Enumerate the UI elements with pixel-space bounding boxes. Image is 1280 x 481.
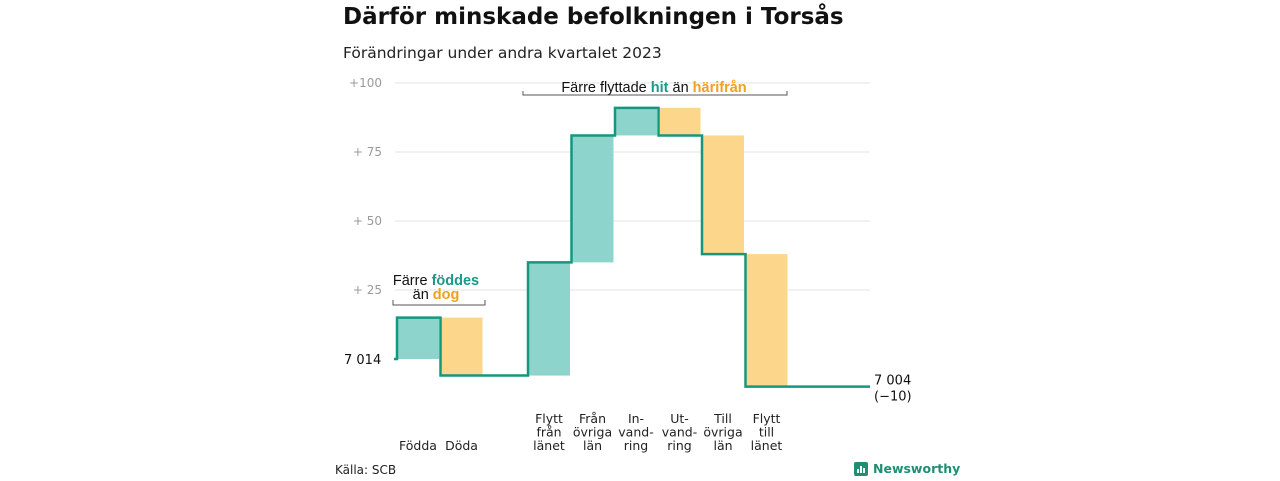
category-label: Ut-	[670, 411, 689, 426]
annotation-bracket-migration	[522, 91, 788, 96]
category-label: län	[583, 438, 602, 453]
page-subtitle: Förändringar under andra kvartalet 2023	[343, 44, 662, 62]
y-tick-label: + 25	[353, 283, 382, 297]
category-label: övriga	[703, 425, 742, 440]
brand-name: Newsworthy	[873, 461, 961, 476]
category-label: Flytt	[535, 411, 563, 426]
annotation-births-deaths-line2: än dog	[413, 287, 460, 303]
category-label: Födda	[399, 438, 437, 453]
category-label: ring	[667, 438, 691, 453]
bar-flyttfrånlänet	[528, 262, 570, 376]
category-label: länet	[533, 438, 565, 453]
bar-flytttilllänet	[745, 254, 788, 387]
category-label: Döda	[445, 438, 478, 453]
bar-tillövrigalän	[702, 135, 744, 255]
annotation-migration: Färre flyttade hit än härifrån	[561, 80, 746, 96]
newsworthy-logo-icon	[854, 461, 868, 476]
bar-döda	[440, 317, 483, 376]
page-title: Därför minskade befolkningen i Torsås	[343, 4, 844, 30]
category-label: Till	[713, 411, 732, 426]
brand-logo: Newsworthy	[854, 461, 960, 476]
category-label: Från	[579, 411, 606, 426]
category-label: Flytt	[753, 411, 781, 426]
bar-frånövrigalän	[571, 135, 614, 263]
annotation-bracket-births	[392, 300, 486, 306]
y-tick-label: + 75	[353, 145, 382, 159]
category-label: ring	[624, 438, 648, 453]
category-label: länet	[751, 438, 783, 453]
annotation-births-deaths-line1: Färre föddes	[393, 273, 479, 289]
y-tick-label: + 50	[353, 214, 382, 228]
category-label: till	[759, 425, 774, 440]
bar-invandring	[615, 107, 657, 136]
end-value-label: 7 004	[874, 374, 911, 389]
start-value-label: 7 014	[344, 353, 381, 368]
category-label: vand-	[618, 425, 653, 440]
bar-födda	[397, 317, 439, 359]
bar-utvandring	[658, 107, 701, 136]
category-label: övriga	[573, 425, 612, 440]
category-label: In-	[628, 411, 644, 426]
end-change-label: (−10)	[874, 390, 912, 405]
source-note: Källa: SCB	[335, 463, 397, 477]
y-tick-label: +100	[349, 76, 382, 90]
category-label: från	[536, 425, 561, 440]
category-label: vand-	[662, 425, 697, 440]
cumulative-step-line	[394, 106, 870, 388]
category-label: län	[713, 438, 732, 453]
